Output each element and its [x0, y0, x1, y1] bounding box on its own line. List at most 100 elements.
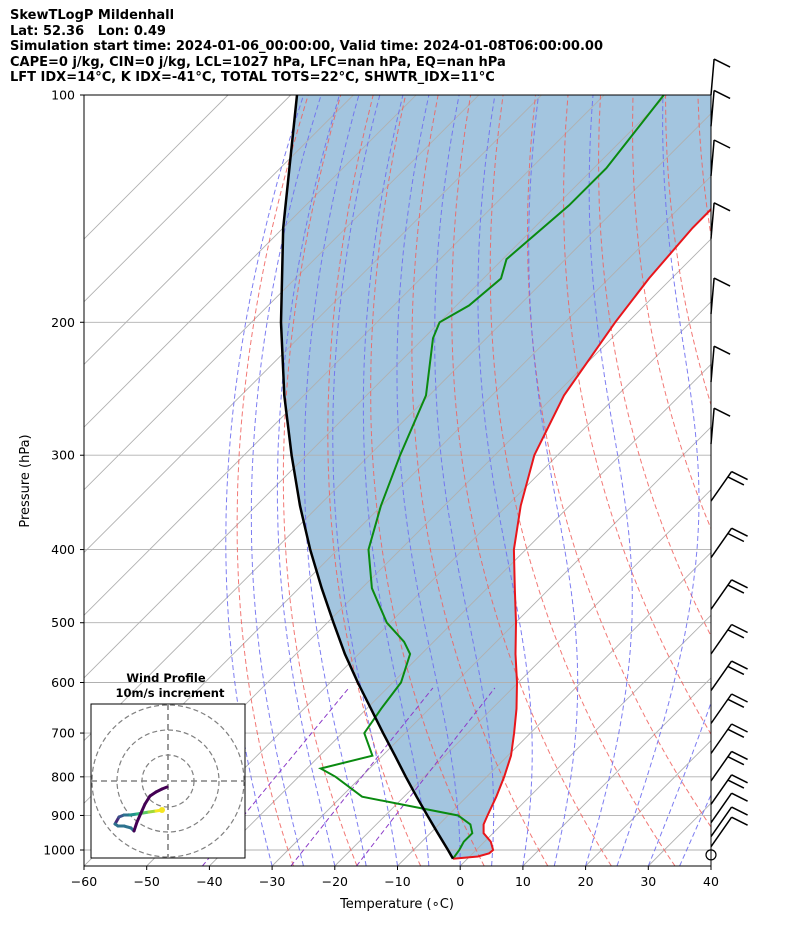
dry-adiabat-line	[563, 95, 711, 736]
isotherm-line	[84, 95, 229, 240]
wind-barb-flag	[713, 139, 731, 149]
wind-barb-flag	[731, 660, 748, 670]
wind-barb-flag	[713, 58, 731, 68]
y-tick-label: 600	[51, 675, 75, 690]
hodograph-segment	[132, 820, 139, 833]
moist-adiabat-line	[225, 95, 305, 866]
moist-adiabat-line	[303, 95, 367, 866]
wind-barb-shaft	[710, 527, 733, 559]
plot-area	[84, 95, 794, 866]
dry-adiabat-line	[763, 95, 794, 866]
wind-barb	[710, 750, 748, 782]
y-tick-label: 900	[51, 808, 75, 823]
isotherm-line	[84, 95, 354, 366]
moist-adiabat-line	[774, 95, 794, 866]
wind-barb-flag	[731, 816, 748, 826]
y-axis-ticks: 1000 900 800 700 600 500 400 300 200 100	[43, 88, 84, 858]
isotherm-line	[84, 112, 711, 742]
wind-barb-flag	[727, 584, 745, 594]
wind-barb	[710, 277, 731, 315]
wind-barb-shaft	[710, 59, 715, 96]
x-tick-label: −50	[134, 874, 160, 889]
moist-adiabat-line	[396, 95, 461, 866]
x-tick-label: 10	[515, 874, 531, 889]
simulation-times: Simulation start time: 2024-01-06_00:00:…	[10, 39, 603, 55]
dry-adiabat-line	[236, 95, 309, 866]
isotherm-line	[459, 614, 711, 866]
wind-barb-flag	[727, 728, 745, 738]
wind-barb-calm	[705, 849, 717, 861]
wind-barb-shaft	[710, 792, 733, 824]
wind-barb	[710, 202, 731, 239]
wind-barb	[710, 470, 748, 502]
moist-adiabat-line	[276, 95, 340, 866]
y-tick-label: 200	[51, 315, 75, 330]
wind-barb-shaft	[710, 471, 733, 502]
moist-adiabat-line	[585, 95, 633, 866]
wind-barb-flag	[731, 623, 748, 634]
temperature-line	[452, 207, 711, 860]
isotherm-line	[710, 865, 711, 866]
wind-barb-shaft	[710, 278, 715, 315]
x-axis-ticks: −60 −50 −40 −30 −20 −10 0 10 20 30 40	[71, 866, 719, 889]
wind-barb-flag	[731, 470, 748, 481]
wind-barb	[710, 407, 731, 445]
moist-adiabat-line	[528, 95, 579, 866]
hodograph	[91, 704, 245, 858]
y-tick-label: 500	[51, 615, 75, 630]
wind-profile-inset: Wind Profile 10m/s increment	[90, 671, 246, 859]
isotherm-line	[84, 95, 605, 616]
hodograph-segment	[135, 811, 143, 824]
profile-lines	[279, 95, 711, 860]
wind-barb-flag	[731, 579, 748, 589]
x-tick-label: −40	[196, 874, 222, 889]
isotherm-line	[84, 95, 542, 554]
wind-barb	[710, 806, 748, 838]
wind-barb-flag	[713, 345, 731, 355]
moist-adiabat-line	[679, 793, 711, 866]
wind-barbs	[705, 58, 748, 861]
dry-adiabat-line	[282, 95, 358, 866]
y-axis-label: Pressure (hPa)	[18, 434, 33, 527]
y-tick-label: 100	[51, 88, 75, 103]
wind-barb-flag	[727, 665, 745, 676]
hodograph-start	[159, 807, 165, 813]
x-tick-label: −60	[71, 874, 97, 889]
wind-barb-flag	[731, 750, 748, 761]
cin-area	[281, 95, 711, 859]
mixing-ratio-line	[202, 687, 350, 866]
hodograph-segment	[139, 802, 147, 815]
hodograph-segment	[160, 785, 169, 791]
wind-barb-flag	[713, 277, 731, 287]
wind-barb-flag	[727, 779, 745, 789]
y-tick-label: 1000	[43, 843, 75, 858]
wind-barb	[710, 623, 748, 655]
wind-barb-flag	[731, 792, 748, 802]
y-tick-label: 400	[51, 542, 75, 557]
wind-barb-flag	[713, 202, 731, 212]
inset-subtitle: 10m/s increment	[116, 686, 225, 700]
moist-adiabat-lines	[225, 95, 794, 866]
hodograph-segment	[143, 794, 152, 806]
inset-title: Wind Profile	[126, 671, 206, 685]
wind-barb-flag	[731, 723, 748, 733]
wind-barb-flag	[731, 693, 748, 703]
isotherm-line	[334, 489, 711, 866]
wind-barb-shaft	[710, 774, 733, 805]
isotherm-line	[84, 95, 417, 428]
isotherm-line	[84, 95, 292, 303]
moist-adiabat-line	[710, 864, 711, 866]
dry-adiabat-line	[598, 95, 711, 638]
wind-barb	[710, 58, 731, 96]
moist-adiabat-line	[362, 95, 430, 866]
x-tick-label: −10	[384, 874, 410, 889]
dry-adiabat-lines	[236, 95, 794, 866]
x-tick-label: −30	[259, 874, 285, 889]
dry-adiabat-line	[411, 95, 549, 866]
moist-adiabat-line	[250, 95, 322, 866]
x-tick-label: 30	[640, 874, 656, 889]
moist-adiabat-line	[332, 95, 398, 866]
y-tick-label: 300	[51, 448, 75, 463]
x-tick-label: −20	[322, 874, 348, 889]
wind-barb-flag	[727, 756, 745, 766]
